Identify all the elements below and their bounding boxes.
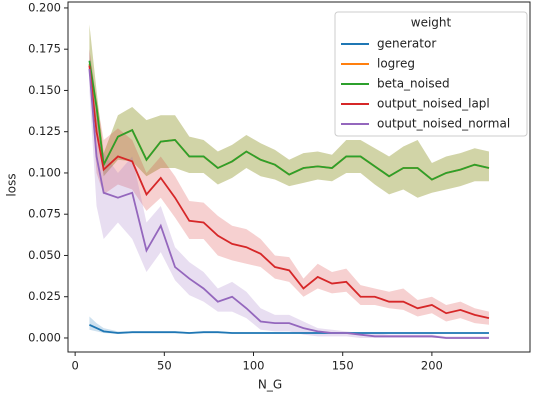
y-tick-label: 0.100 — [28, 165, 61, 179]
y-tick-label: 0.075 — [28, 207, 61, 221]
legend-label: output_noised_normal — [377, 117, 510, 131]
x-tick-label: 0 — [71, 359, 78, 373]
legend-title: weight — [411, 16, 452, 30]
y-tick-label: 0.125 — [28, 124, 61, 138]
x-axis-label: N_G — [258, 378, 282, 392]
series-line — [88, 60, 490, 181]
x-tick-label: 200 — [421, 359, 443, 373]
plot-frame — [67, 1, 531, 353]
series-line — [88, 68, 489, 339]
y-tick-label: 0.025 — [28, 289, 61, 303]
x-tick-label: 100 — [243, 359, 265, 373]
confidence-band — [89, 49, 489, 338]
y-tick-label: 0.000 — [28, 330, 61, 344]
legend-label: logreg — [377, 57, 415, 71]
confidence-band — [89, 24, 489, 198]
series-line — [88, 65, 490, 320]
y-tick-label: 0.200 — [28, 0, 61, 14]
x-tick-label: 50 — [157, 359, 172, 373]
y-tick-label: 0.050 — [28, 248, 61, 262]
series-line — [89, 323, 489, 334]
y-tick-label: 0.175 — [28, 42, 61, 56]
legend-label: output_noised_lapl — [377, 97, 490, 111]
y-tick-label: 0.150 — [28, 83, 61, 97]
x-tick-label: 150 — [332, 359, 354, 373]
legend-label: generator — [377, 37, 436, 51]
confidence-band — [89, 24, 489, 198]
legend-label: beta_noised — [377, 77, 450, 91]
y-axis-label: loss — [5, 173, 19, 196]
legend-box — [334, 11, 528, 137]
